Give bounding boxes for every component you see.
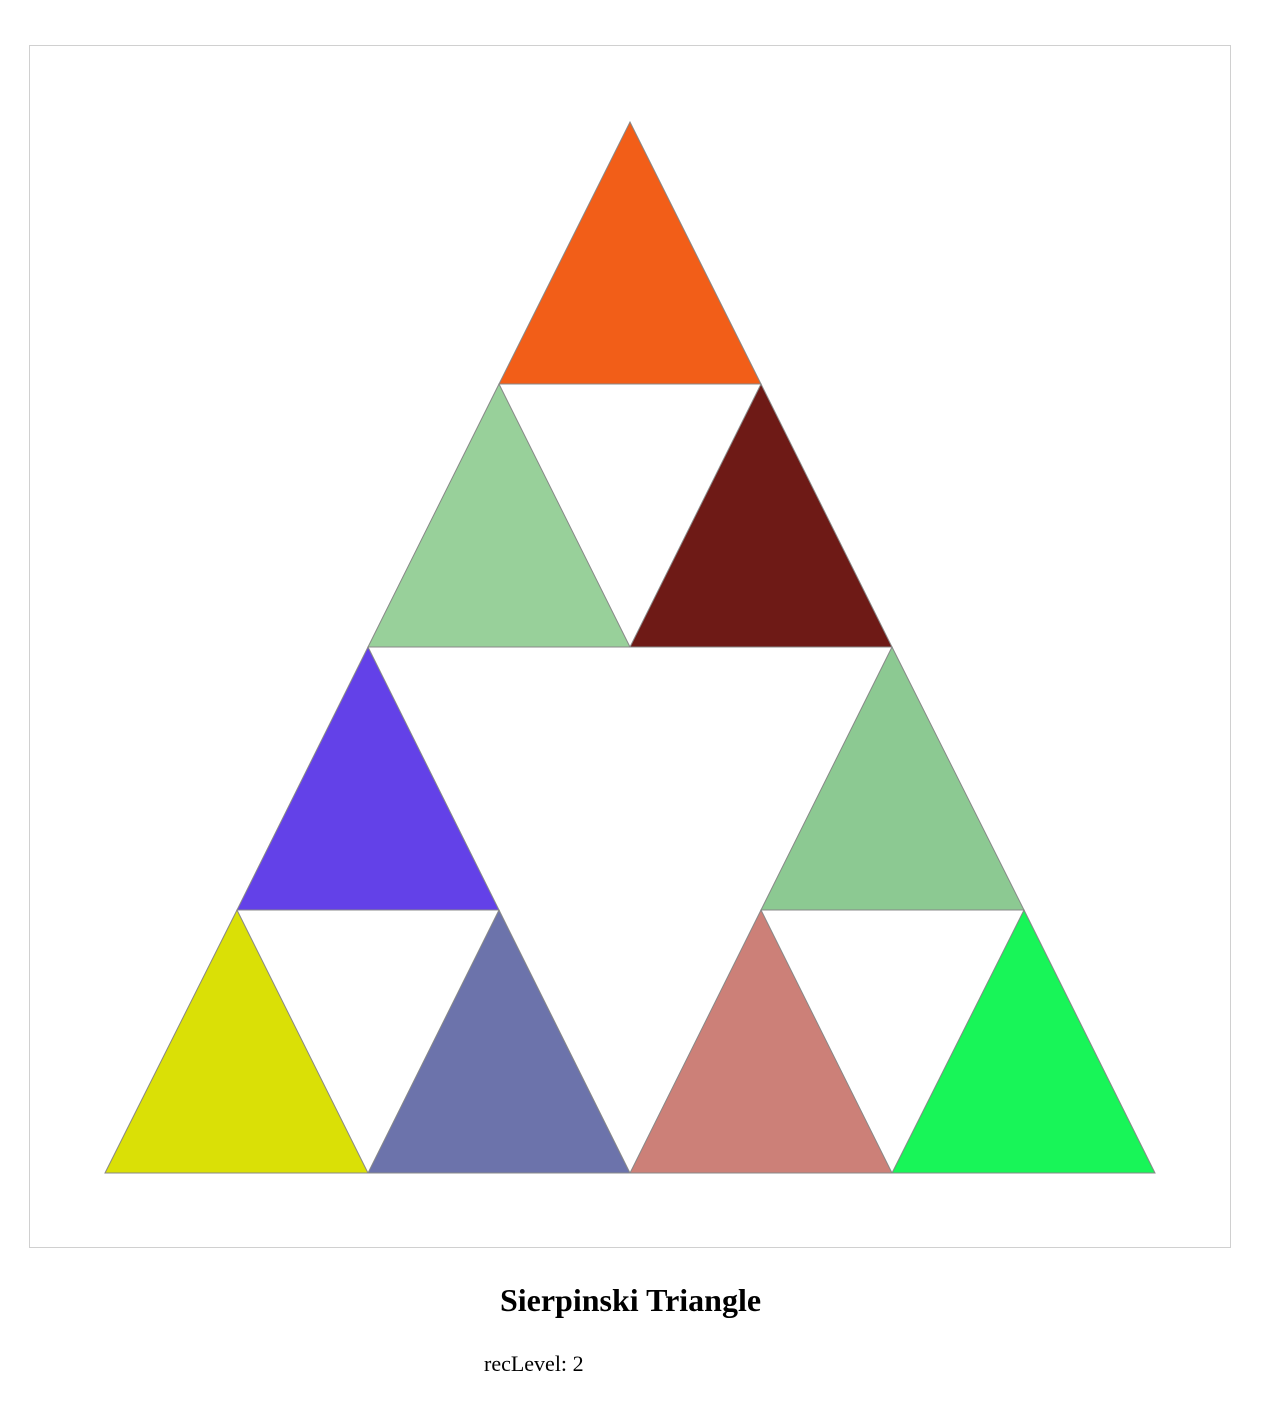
- rec-level-value: 2: [572, 1351, 584, 1376]
- recursion-level-readout: recLevel: 2: [484, 1350, 584, 1378]
- rec-level-label: recLevel:: [484, 1351, 568, 1376]
- triangle-top-right: [629, 382, 893, 648]
- triangle-left-top: [236, 645, 500, 911]
- fractal-canvas: [29, 45, 1231, 1248]
- triangle-right-left: [629, 908, 893, 1174]
- triangle-left-right: [367, 908, 631, 1174]
- caption: Sierpinski Triangle: [0, 1276, 1261, 1324]
- triangle-top-top: [498, 120, 762, 385]
- triangle-top-left: [367, 382, 631, 648]
- page-title: Sierpinski Triangle: [499, 1282, 762, 1318]
- triangle-left-left: [104, 908, 369, 1174]
- triangle-right-right: [891, 908, 1156, 1174]
- sierpinski-drawing: [104, 120, 1156, 1174]
- triangle-right-top: [760, 645, 1025, 911]
